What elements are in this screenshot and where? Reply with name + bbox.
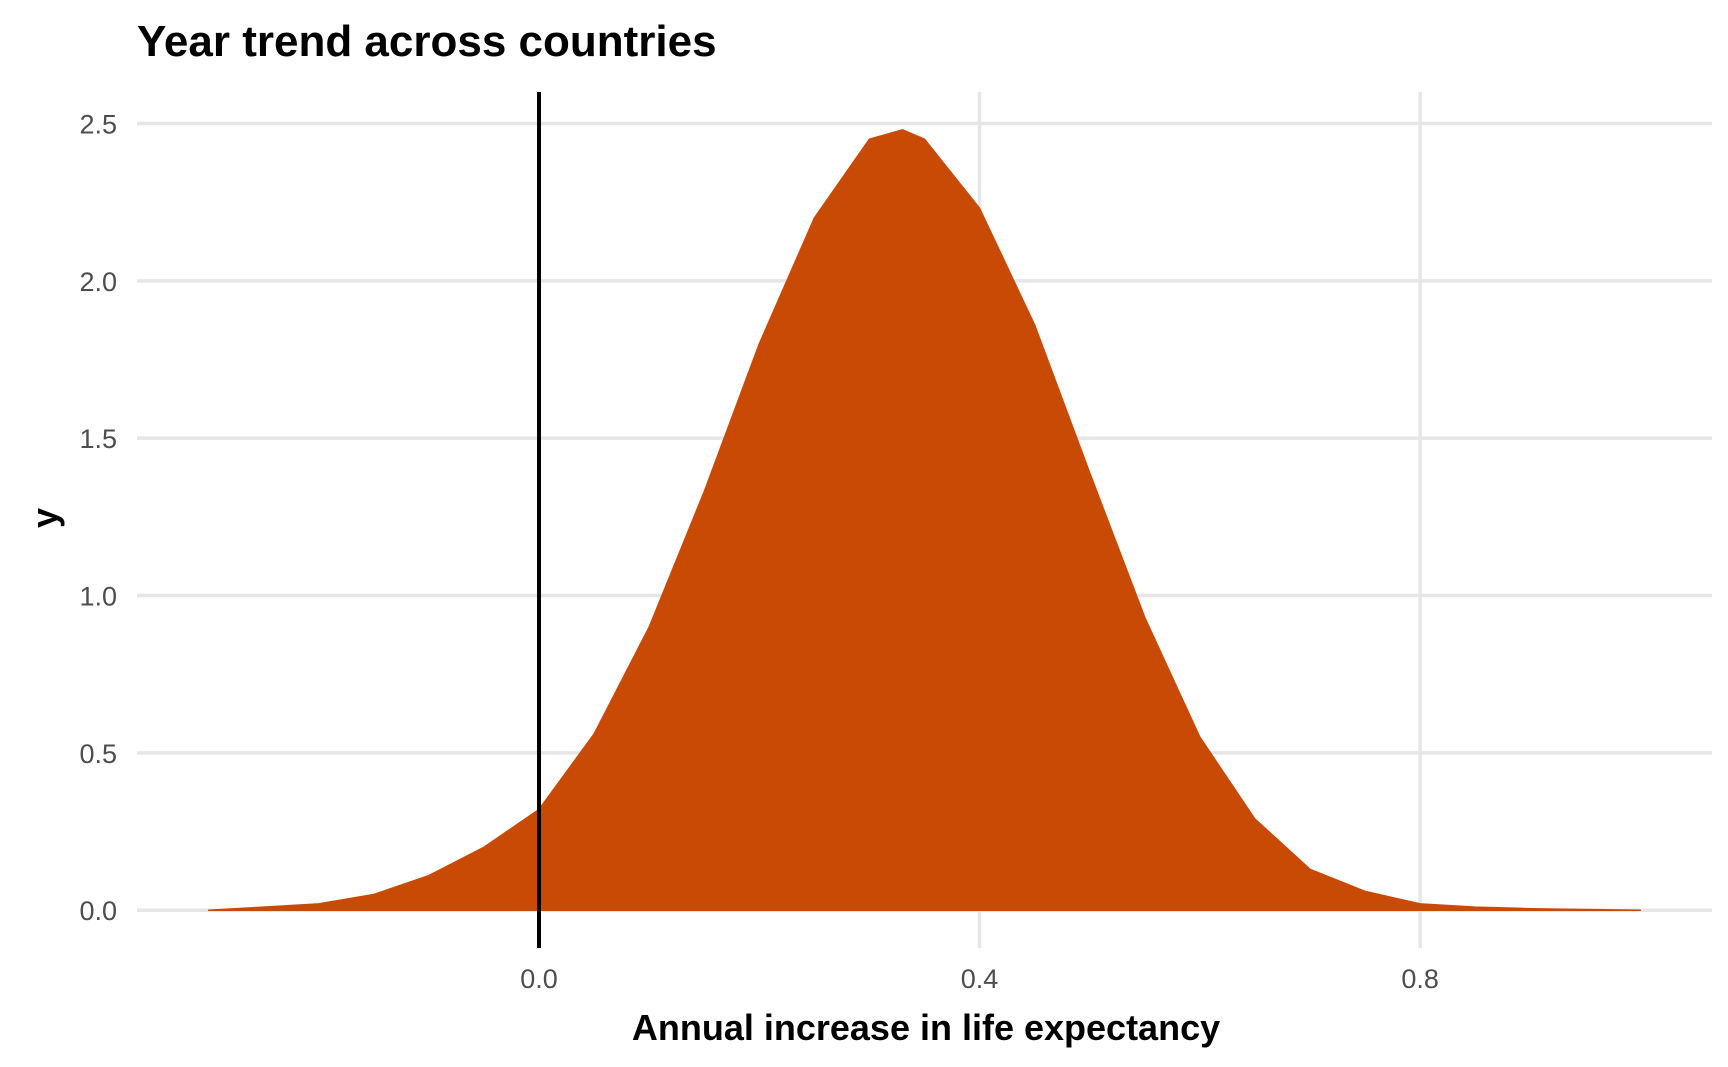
- y-tick-label: 0.5: [79, 739, 117, 769]
- x-tick-label: 0.4: [961, 964, 999, 994]
- chart-title: Year trend across countries: [137, 17, 717, 66]
- y-tick-label: 2.0: [79, 267, 117, 297]
- y-tick-label: 1.0: [79, 582, 117, 612]
- x-tick-label: 0.0: [520, 964, 558, 994]
- y-tick-label: 1.5: [79, 424, 117, 454]
- y-axis-title: y: [24, 508, 65, 528]
- y-tick-label: 2.5: [79, 109, 117, 139]
- density-area: [207, 129, 1642, 911]
- y-tick-label: 0.0: [79, 896, 117, 926]
- x-tick-label: 0.8: [1401, 964, 1439, 994]
- y-axis-ticks: 0.0 0.5 1.0 1.5 2.0 2.5: [79, 109, 117, 926]
- x-axis-ticks: 0.0 0.4 0.8: [520, 964, 1439, 994]
- x-axis-title: Annual increase in life expectancy: [632, 1007, 1220, 1048]
